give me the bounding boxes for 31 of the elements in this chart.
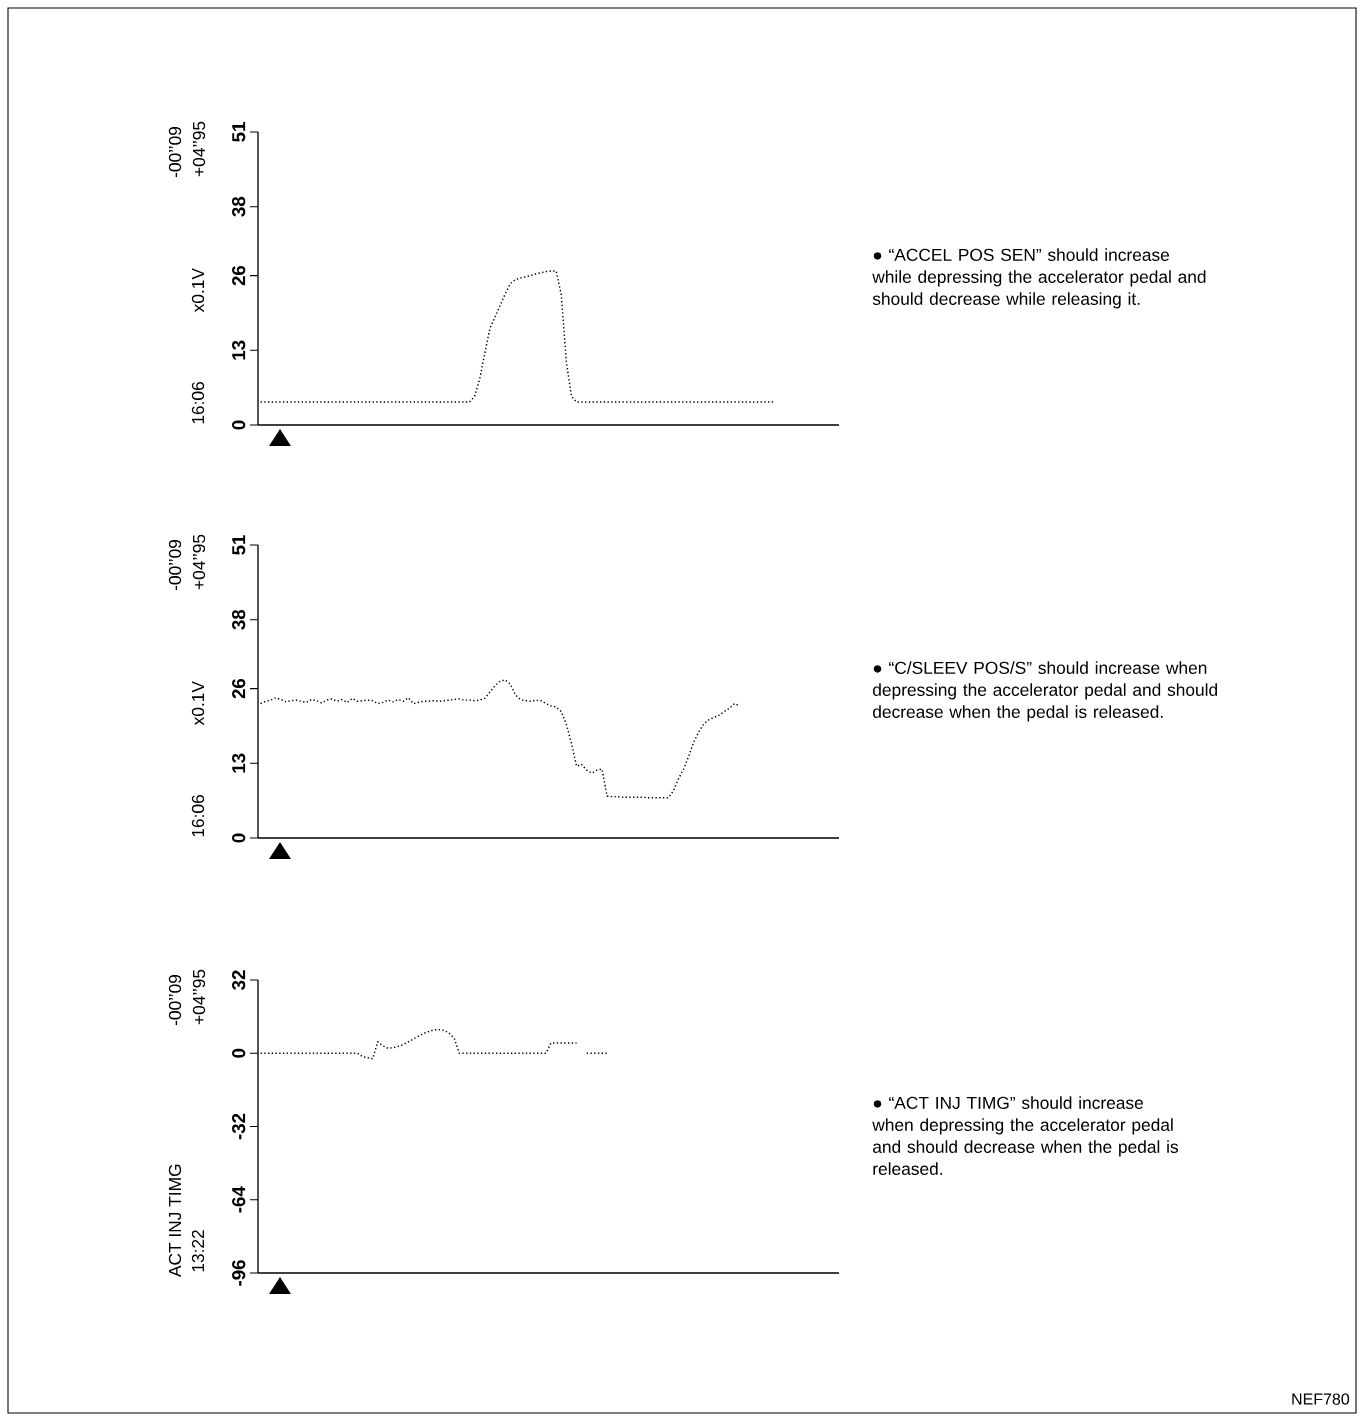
y-tick-label: 13 bbox=[232, 340, 246, 360]
text: ● “ACT INJ TIMG” should increase when depressing the accelerator pedal and should decrease when the pedal is released. bbox=[872, 1096, 1179, 1175]
y-tick-label: -96 bbox=[232, 1260, 246, 1286]
text: +04’’95 bbox=[192, 534, 206, 590]
text: -00’’09 bbox=[168, 126, 182, 178]
text: +04’’95 bbox=[192, 121, 206, 177]
y-tick-label: 0 bbox=[232, 420, 246, 430]
text: ● “ACCEL POS SEN” should increase while depressing the accelerator pedal and should decrease while releasing it. bbox=[872, 248, 1206, 309]
text: ● “C/SLEEV POS/S” should increase when depressing the accelerator pedal and should decrease when the pedal is released. bbox=[873, 661, 1218, 722]
y-tick-label: 26 bbox=[232, 265, 246, 286]
y-tick-label: 13 bbox=[232, 753, 246, 773]
y-tick-label: -64 bbox=[232, 1186, 246, 1213]
y-tick-label: 51 bbox=[232, 535, 246, 555]
y-axis-title: x0.1V bbox=[191, 268, 205, 313]
y-axis-title: x0.1V bbox=[191, 681, 205, 726]
y-tick-label: 0 bbox=[232, 833, 246, 843]
y-tick-label: 26 bbox=[232, 678, 246, 699]
y-tick-label: -32 bbox=[232, 1113, 246, 1140]
text: -00’’09 bbox=[168, 974, 182, 1026]
y-tick-label: 51 bbox=[232, 122, 246, 142]
y-tick-label: 38 bbox=[232, 196, 246, 217]
y-tick-label: 38 bbox=[232, 609, 246, 630]
y-axis-title: ACT INJ TIMG bbox=[168, 1164, 182, 1278]
y-tick-label: 32 bbox=[232, 970, 246, 990]
text: -00’’09 bbox=[168, 539, 182, 591]
y-tick-label: 0 bbox=[232, 1048, 246, 1058]
text: 13:22 bbox=[191, 1230, 205, 1272]
text: NEF780 bbox=[1292, 1393, 1350, 1405]
text: 16:06 bbox=[191, 382, 205, 424]
text: +04’’95 bbox=[192, 969, 206, 1025]
text: 16:06 bbox=[191, 795, 205, 837]
